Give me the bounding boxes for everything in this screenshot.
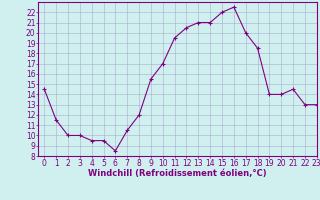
X-axis label: Windchill (Refroidissement éolien,°C): Windchill (Refroidissement éolien,°C) (88, 169, 267, 178)
